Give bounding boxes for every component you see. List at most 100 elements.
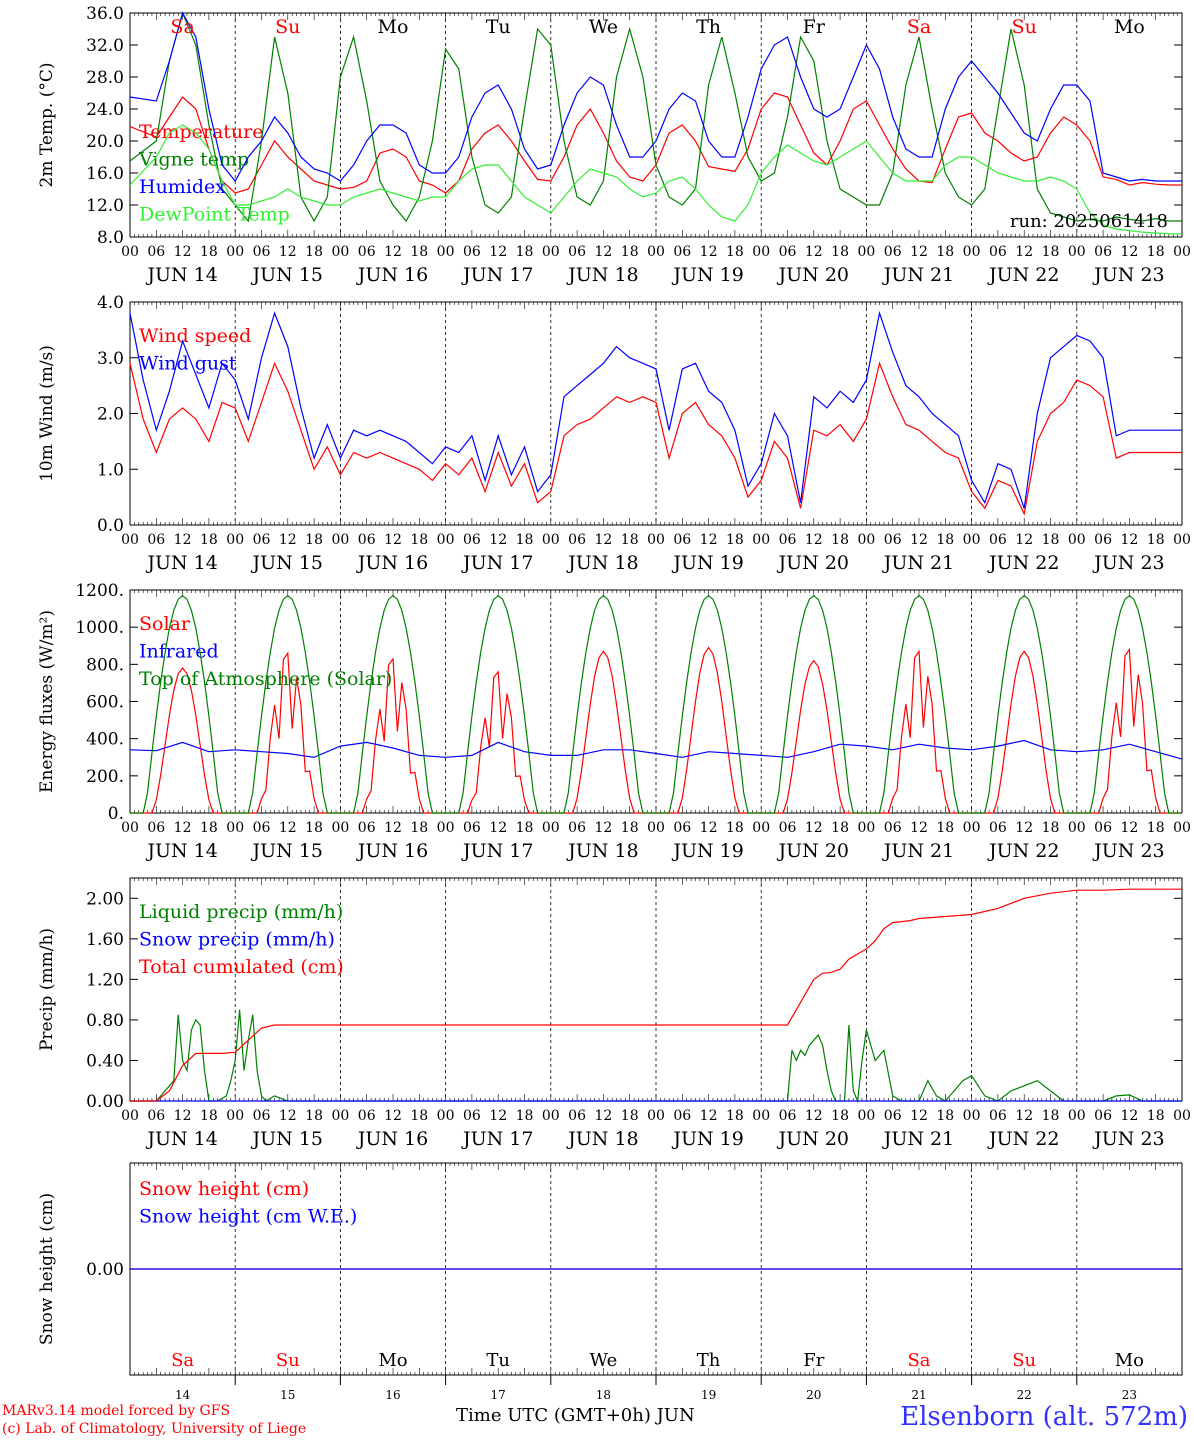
y-axis-label: 2m Temp. (°C) xyxy=(37,62,57,187)
day-number-label: 21 xyxy=(911,1388,926,1402)
legend-entry: Snow precip (mm/h) xyxy=(139,929,335,951)
hour-tick-label: 12 xyxy=(174,244,192,260)
hour-tick-label: 18 xyxy=(410,244,428,260)
model-credit: MARv3.14 model forced by GFS xyxy=(2,1403,231,1419)
hour-tick-label: 18 xyxy=(410,532,428,548)
hour-tick-label: 06 xyxy=(673,1108,691,1124)
hour-tick-label: 12 xyxy=(384,244,402,260)
hour-tick-label: 12 xyxy=(174,820,192,836)
hour-tick-label: 06 xyxy=(1094,532,1112,548)
lab-credit: (c) Lab. of Climatology, University of L… xyxy=(2,1421,307,1437)
y-tick-label: 400. xyxy=(86,730,124,750)
hour-tick-label: 18 xyxy=(726,1108,744,1124)
panel-frame xyxy=(129,301,1183,526)
hour-tick-label: 06 xyxy=(884,532,902,548)
hour-tick-label: 00 xyxy=(963,1108,981,1124)
hour-tick-label: 00 xyxy=(542,244,560,260)
panel-frame xyxy=(129,589,1183,814)
hour-tick-label: 18 xyxy=(200,244,218,260)
hour-tick-label: 06 xyxy=(884,1108,902,1124)
weekday-label: Tu xyxy=(486,16,511,38)
day-number-label: 14 xyxy=(175,1388,191,1402)
hour-tick-label: 18 xyxy=(621,532,639,548)
date-label: JUN 23 xyxy=(1092,840,1164,862)
hour-tick-label: 18 xyxy=(726,244,744,260)
hour-tick-label: 06 xyxy=(253,1108,271,1124)
date-label: JUN 20 xyxy=(777,264,849,286)
panel-3: 0. 200. 400. 600. 800. 1000. 1200. Energy fluxe… xyxy=(37,581,1191,862)
weekday-label: Fr xyxy=(803,16,826,38)
hour-tick-label: 00 xyxy=(1068,820,1086,836)
hour-tick-label: 12 xyxy=(700,1108,718,1124)
hour-tick-label: 18 xyxy=(410,1108,428,1124)
hour-tick-label: 12 xyxy=(594,244,612,260)
hour-tick-label: 00 xyxy=(331,820,349,836)
legend-entry: Snow height (cm) xyxy=(139,1178,309,1200)
date-label: JUN 19 xyxy=(671,264,743,286)
day-number-label: 20 xyxy=(806,1388,821,1402)
hour-tick-label: 12 xyxy=(594,1108,612,1124)
hour-tick-label: 00 xyxy=(542,820,560,836)
y-tick-label: 2.00 xyxy=(86,889,124,909)
legend-entry: Wind speed xyxy=(139,325,251,347)
legend-entry: Solar xyxy=(139,613,191,635)
panel-1: 8.0 12.0 16.0 20.0 24.0 28.0 32.0 36.0 2m Temp. … xyxy=(37,4,1191,286)
hour-tick-label: 06 xyxy=(1094,244,1112,260)
weekday-label-bottom: Mo xyxy=(378,1350,407,1371)
hour-tick-label: 12 xyxy=(279,244,297,260)
y-tick-label: 3.0 xyxy=(97,349,124,369)
y-tick-label: 1000. xyxy=(75,618,124,638)
date-label: JUN 17 xyxy=(461,552,533,574)
hour-tick-label: 18 xyxy=(1042,820,1060,836)
weekday-label-bottom: Tu xyxy=(486,1350,510,1371)
hour-tick-label: 00 xyxy=(121,1108,139,1124)
legend-entry: Infrared xyxy=(139,641,219,663)
hour-tick-label: 06 xyxy=(779,532,797,548)
date-label: JUN 17 xyxy=(461,840,533,862)
weekday-label: We xyxy=(589,16,618,38)
weekday-label: Su xyxy=(275,16,300,38)
hour-tick-label: 06 xyxy=(463,532,481,548)
hour-tick-label: 12 xyxy=(384,1108,402,1124)
hour-tick-label: 18 xyxy=(516,820,534,836)
y-tick-label: 4.0 xyxy=(97,293,124,313)
hour-tick-label: 12 xyxy=(1120,820,1138,836)
series-line xyxy=(130,888,1182,1102)
hour-tick-label: 00 xyxy=(331,1108,349,1124)
hour-tick-label: 06 xyxy=(568,1108,586,1124)
hour-tick-label: 00 xyxy=(752,1108,770,1124)
y-tick-label: 16.0 xyxy=(86,164,124,184)
hour-tick-label: 18 xyxy=(516,244,534,260)
y-axis-label: Energy fluxes (W/m²) xyxy=(37,610,57,793)
hour-tick-label: 18 xyxy=(200,820,218,836)
date-label: JUN 18 xyxy=(566,264,638,286)
hour-tick-label: 18 xyxy=(305,820,323,836)
date-label: JUN 14 xyxy=(145,264,217,286)
hour-tick-label: 06 xyxy=(1094,1108,1112,1124)
y-tick-label: 0.80 xyxy=(86,1011,124,1031)
y-tick-label: 600. xyxy=(86,693,124,713)
hour-tick-label: 18 xyxy=(936,532,954,548)
weekday-label: Mo xyxy=(1114,16,1145,38)
hour-tick-label: 06 xyxy=(779,820,797,836)
hour-tick-label: 18 xyxy=(831,820,849,836)
legend-entry: Humidex xyxy=(139,176,226,198)
hour-tick-label: 00 xyxy=(857,532,875,548)
hour-tick-label: 06 xyxy=(779,244,797,260)
hour-tick-label: 06 xyxy=(463,1108,481,1124)
hour-tick-label: 00 xyxy=(226,1108,244,1124)
y-axis-label: Snow height (cm) xyxy=(37,1193,57,1345)
date-label: JUN 23 xyxy=(1092,1128,1164,1150)
hour-tick-label: 18 xyxy=(410,820,428,836)
hour-tick-label: 12 xyxy=(805,820,823,836)
weekday-label: Sa xyxy=(907,16,931,38)
series-line xyxy=(129,310,1182,509)
weekday-label-bottom: We xyxy=(590,1350,618,1371)
hour-tick-label: 18 xyxy=(1147,820,1165,836)
y-tick-label: 32.0 xyxy=(86,36,124,56)
hour-tick-label: 06 xyxy=(568,244,586,260)
hour-tick-label: 06 xyxy=(568,532,586,548)
hour-tick-label: 18 xyxy=(1147,1108,1165,1124)
date-label: JUN 21 xyxy=(882,840,954,862)
